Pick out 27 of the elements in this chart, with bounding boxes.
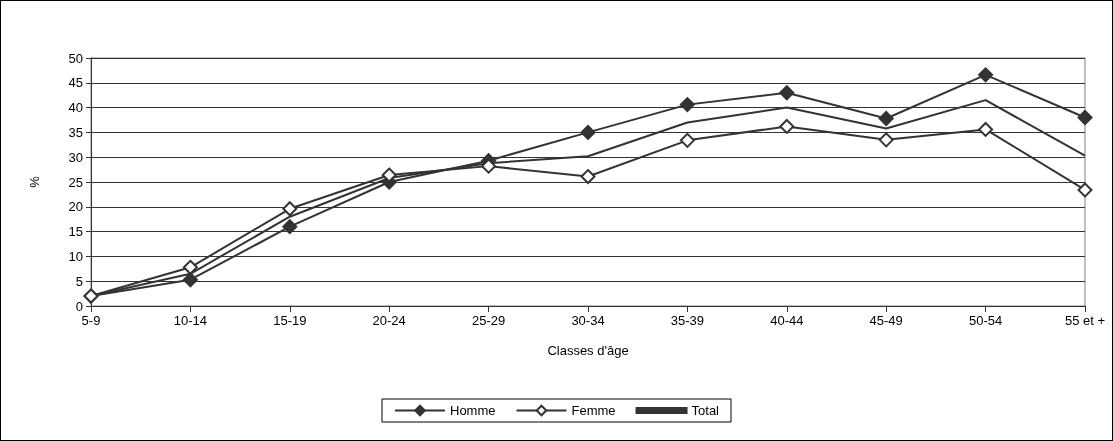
legend-label: Femme (571, 403, 616, 418)
y-tick-label: 45 (68, 75, 83, 91)
x-tick-label: 40-44 (770, 313, 804, 328)
y-tick-label: 20 (68, 199, 83, 215)
x-tick-label: 50-54 (968, 313, 1003, 328)
x-axis-title: Classes d'âge (547, 343, 629, 358)
y-tick-label: 0 (75, 298, 83, 314)
x-tick-label: 15-19 (273, 313, 307, 328)
y-tick-label: 25 (68, 174, 83, 190)
x-tick-label: 25-29 (471, 313, 506, 328)
x-tick-label: 20-24 (372, 313, 406, 328)
x-tick-label: 10-14 (173, 313, 208, 328)
y-axis-title: % (27, 175, 42, 188)
y-tick-label: 50 (68, 50, 83, 66)
legend-label: Homme (449, 403, 496, 418)
y-tick-label: 35 (68, 124, 83, 140)
x-tick-label: 5-9 (81, 313, 101, 328)
x-tick-label: 30-34 (571, 313, 605, 328)
x-tick-label: 35-39 (670, 313, 705, 328)
legend-label: Total (691, 403, 720, 418)
y-tick-label: 15 (68, 224, 83, 240)
x-tick-label: 55 et + (1064, 313, 1106, 328)
y-tick-label: 5 (75, 273, 83, 289)
y-tick-label: 10 (68, 248, 83, 264)
x-tick-label: 45-49 (869, 313, 903, 328)
y-tick-label: 40 (68, 100, 83, 116)
y-tick-label: 30 (68, 149, 83, 165)
